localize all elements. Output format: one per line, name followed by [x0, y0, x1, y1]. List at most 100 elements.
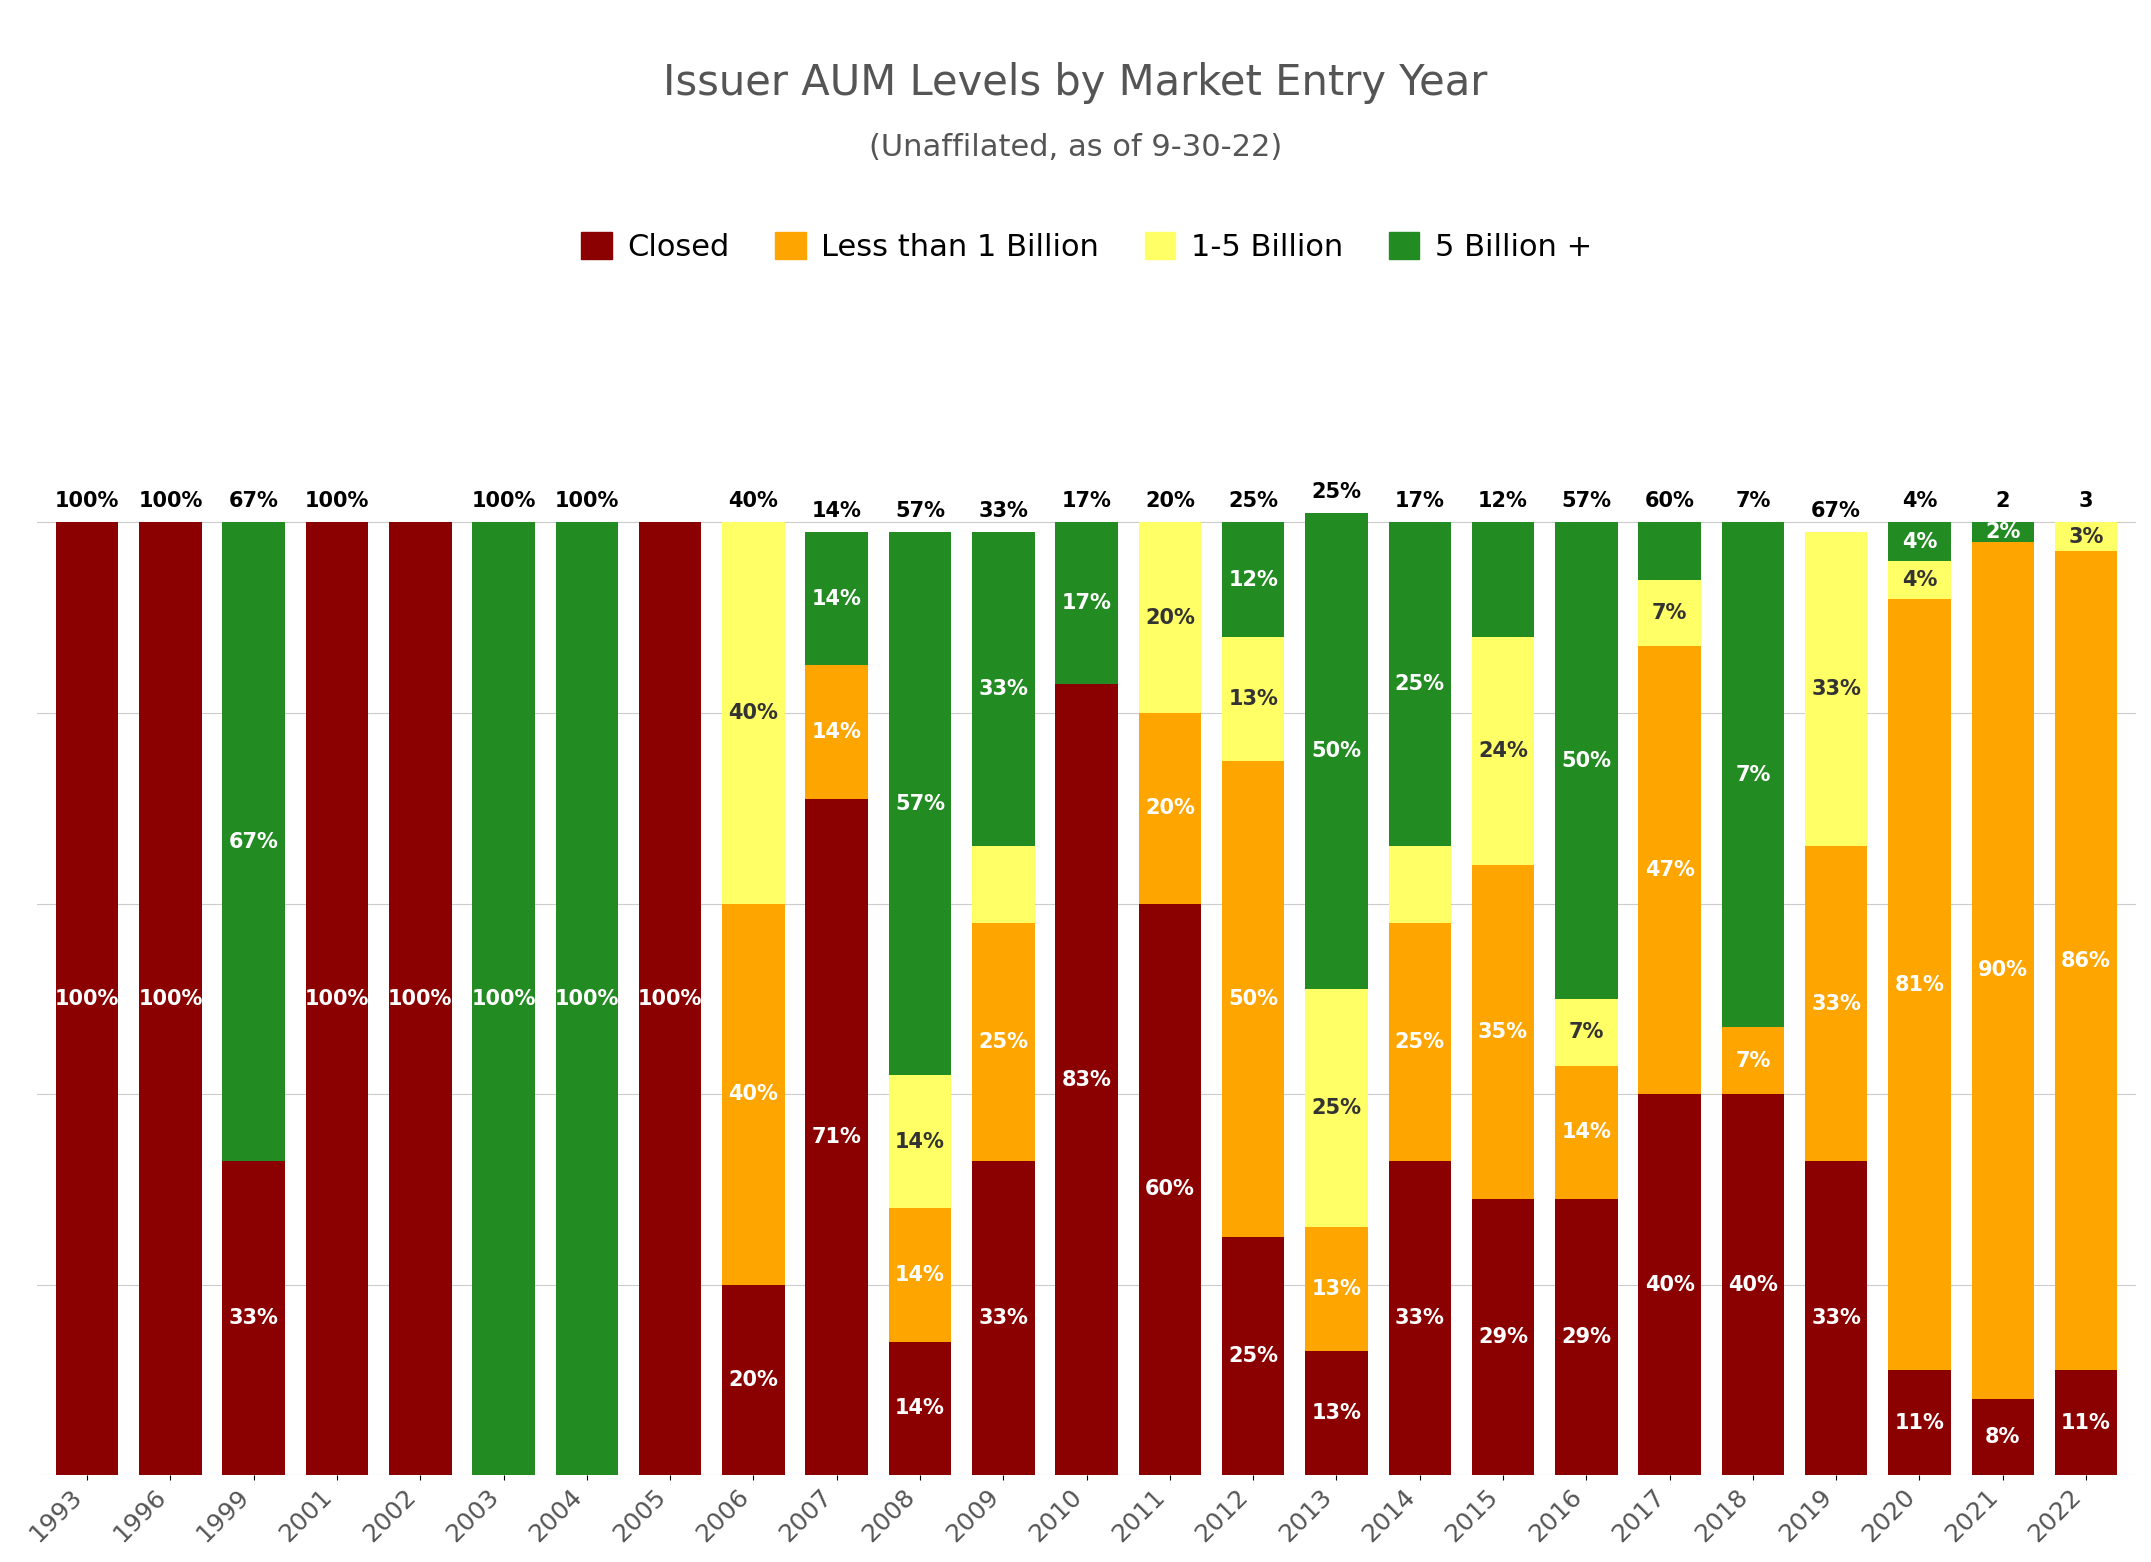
- Bar: [1390, 1161, 1452, 1475]
- Text: 2: 2: [1996, 490, 2009, 511]
- Text: 13%: 13%: [1228, 689, 1278, 709]
- Text: 7%: 7%: [1652, 603, 1686, 623]
- Text: 33%: 33%: [979, 1307, 1028, 1328]
- Text: 7%: 7%: [1736, 765, 1770, 786]
- Text: 50%: 50%: [1562, 751, 1611, 770]
- Bar: [1138, 523, 1200, 712]
- Bar: [222, 523, 284, 1161]
- Bar: [972, 847, 1035, 923]
- Text: 14%: 14%: [895, 1265, 944, 1286]
- Text: 3%: 3%: [2069, 526, 2104, 547]
- Text: 67%: 67%: [1811, 500, 1861, 520]
- Text: 100%: 100%: [56, 989, 118, 1009]
- Text: 100%: 100%: [555, 490, 619, 511]
- Text: 40%: 40%: [1646, 1275, 1695, 1295]
- Text: 14%: 14%: [811, 589, 863, 609]
- Bar: [1471, 637, 1534, 865]
- Bar: [1805, 533, 1867, 847]
- Text: 33%: 33%: [979, 679, 1028, 700]
- Bar: [723, 1284, 785, 1475]
- Bar: [888, 1075, 951, 1209]
- Bar: [305, 523, 368, 1475]
- Legend: Closed, Less than 1 Billion, 1-5 Billion, 5 Billion +: Closed, Less than 1 Billion, 1-5 Billion…: [570, 220, 1605, 275]
- Bar: [888, 1342, 951, 1475]
- Text: 33%: 33%: [979, 500, 1028, 520]
- Bar: [1306, 1351, 1368, 1475]
- Text: 20%: 20%: [1144, 490, 1194, 511]
- Text: 14%: 14%: [811, 722, 863, 742]
- Text: (Unaffilated, as of 9-30-22): (Unaffilated, as of 9-30-22): [869, 133, 1282, 162]
- Text: 57%: 57%: [895, 500, 944, 520]
- Bar: [723, 523, 785, 903]
- Bar: [804, 665, 869, 798]
- Bar: [1805, 847, 1867, 1161]
- Text: 25%: 25%: [1228, 490, 1278, 511]
- Bar: [1222, 1237, 1284, 1475]
- Bar: [1390, 523, 1452, 847]
- Text: 4%: 4%: [1901, 570, 1938, 590]
- Bar: [1222, 761, 1284, 1237]
- Text: 60%: 60%: [1144, 1179, 1194, 1200]
- Bar: [1639, 523, 1701, 580]
- Text: 12%: 12%: [1478, 490, 1527, 511]
- Text: 17%: 17%: [1063, 594, 1112, 614]
- Bar: [1972, 542, 2035, 1400]
- Text: 83%: 83%: [1063, 1070, 1112, 1090]
- Bar: [1639, 580, 1701, 647]
- Text: 33%: 33%: [1811, 993, 1861, 1014]
- Bar: [1222, 523, 1284, 637]
- Text: 40%: 40%: [1727, 1275, 1779, 1295]
- Text: 71%: 71%: [811, 1126, 863, 1147]
- Bar: [1639, 647, 1701, 1093]
- Text: 100%: 100%: [471, 490, 536, 511]
- Bar: [1056, 684, 1119, 1475]
- Text: 100%: 100%: [138, 989, 202, 1009]
- Text: 33%: 33%: [1811, 1307, 1861, 1328]
- Text: 86%: 86%: [2061, 951, 2110, 970]
- Bar: [473, 523, 536, 1475]
- Bar: [2054, 523, 2117, 551]
- Bar: [1972, 523, 2035, 542]
- Text: 7%: 7%: [1736, 490, 1770, 511]
- Text: 29%: 29%: [1562, 1328, 1611, 1346]
- Bar: [56, 523, 118, 1475]
- Text: 14%: 14%: [811, 500, 863, 520]
- Text: 14%: 14%: [895, 1398, 944, 1418]
- Text: 25%: 25%: [1394, 1031, 1445, 1051]
- Bar: [972, 923, 1035, 1161]
- Text: 40%: 40%: [729, 703, 779, 723]
- Bar: [1805, 1161, 1867, 1475]
- Bar: [972, 1161, 1035, 1475]
- Text: 4%: 4%: [1901, 531, 1938, 551]
- Bar: [1639, 1093, 1701, 1475]
- Text: 2%: 2%: [1985, 522, 2020, 542]
- Text: 33%: 33%: [228, 1307, 280, 1328]
- Text: 25%: 25%: [1228, 1346, 1278, 1367]
- Text: 13%: 13%: [1312, 1279, 1362, 1300]
- Bar: [1721, 1093, 1783, 1475]
- Bar: [1138, 712, 1200, 903]
- Bar: [1390, 847, 1452, 923]
- Text: 7%: 7%: [1736, 1051, 1770, 1070]
- Bar: [1306, 1228, 1368, 1351]
- Bar: [639, 523, 701, 1475]
- Bar: [1471, 1200, 1534, 1475]
- Bar: [972, 533, 1035, 847]
- Bar: [2054, 551, 2117, 1370]
- Text: 40%: 40%: [729, 1084, 779, 1104]
- Text: 25%: 25%: [1394, 675, 1445, 695]
- Text: 20%: 20%: [1144, 608, 1194, 628]
- Text: 33%: 33%: [1811, 679, 1861, 700]
- Bar: [1721, 1028, 1783, 1093]
- Bar: [140, 523, 202, 1475]
- Text: 8%: 8%: [1985, 1428, 2020, 1446]
- Bar: [555, 523, 617, 1475]
- Text: 47%: 47%: [1646, 861, 1695, 881]
- Bar: [1390, 923, 1452, 1161]
- Text: 25%: 25%: [979, 1031, 1028, 1051]
- Bar: [804, 798, 869, 1475]
- Text: 100%: 100%: [555, 989, 619, 1009]
- Text: 11%: 11%: [2061, 1412, 2110, 1432]
- Text: 50%: 50%: [1312, 740, 1362, 761]
- Bar: [1889, 523, 1951, 561]
